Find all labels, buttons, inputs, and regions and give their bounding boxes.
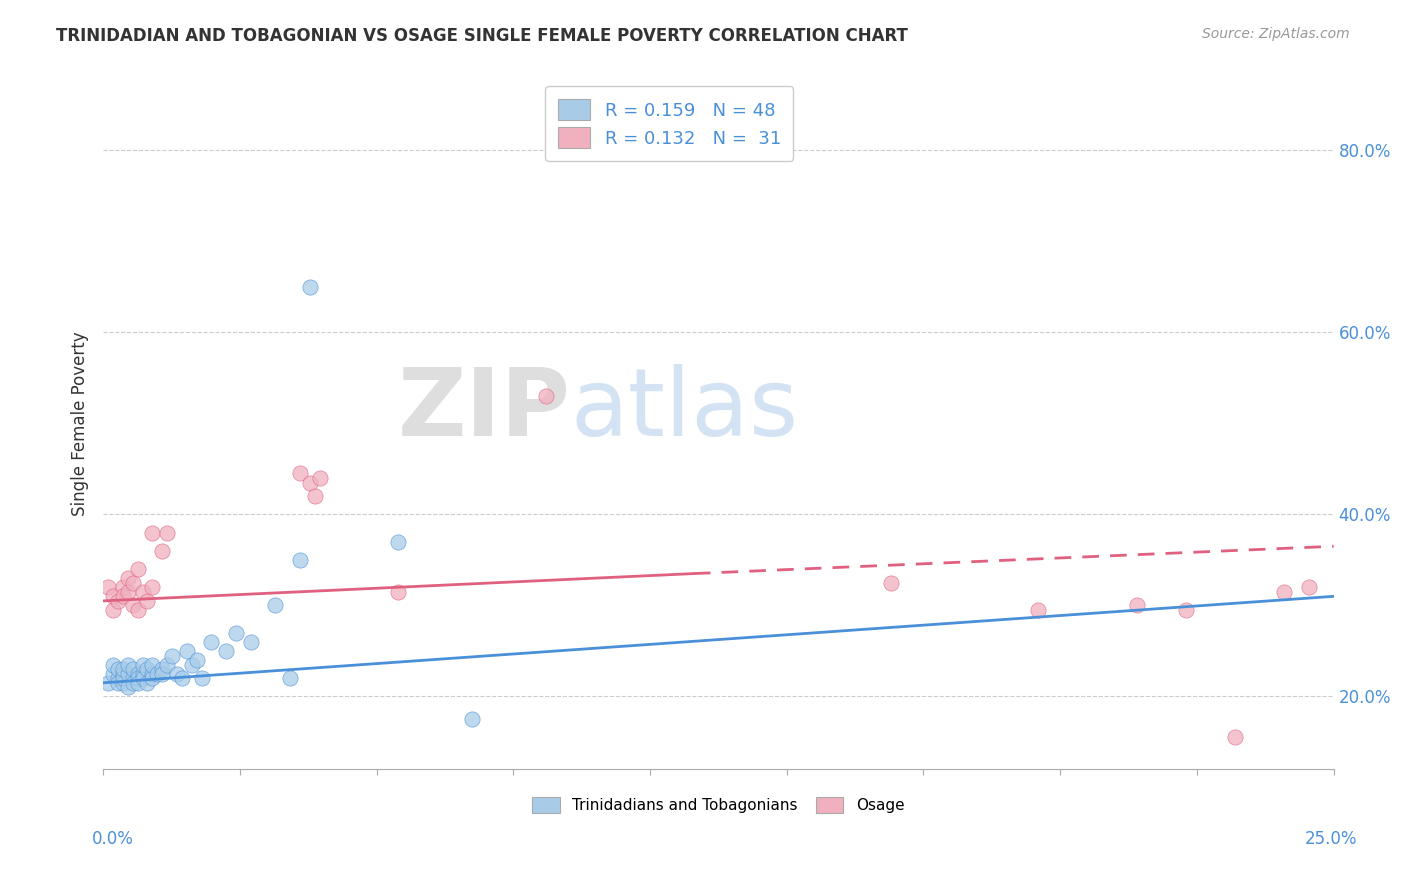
Point: [150, 544, 173, 558]
Point: [264, 599, 287, 613]
Point: [121, 599, 143, 613]
Point: [461, 712, 484, 726]
Point: [308, 471, 330, 485]
Point: [141, 657, 163, 672]
Point: [117, 681, 139, 695]
Point: [150, 666, 173, 681]
Point: [107, 675, 129, 690]
Point: [101, 657, 124, 672]
Point: [190, 671, 212, 685]
Point: [879, 575, 901, 590]
Point: [107, 671, 129, 685]
Point: [117, 584, 139, 599]
Point: [121, 575, 143, 590]
Point: [170, 671, 193, 685]
Point: [107, 594, 129, 608]
Point: [166, 666, 188, 681]
Point: [1274, 584, 1296, 599]
Point: [111, 671, 134, 685]
Point: [1225, 731, 1247, 745]
Legend: Trinidadians and Tobagonians, Osage: Trinidadians and Tobagonians, Osage: [522, 787, 915, 824]
Point: [127, 666, 149, 681]
Point: [131, 671, 153, 685]
Point: [117, 571, 139, 585]
Point: [136, 675, 159, 690]
Point: [239, 635, 262, 649]
Point: [160, 648, 183, 663]
Point: [176, 644, 198, 658]
Point: [1126, 599, 1149, 613]
Point: [141, 671, 163, 685]
Point: [304, 489, 326, 503]
Point: [136, 594, 159, 608]
Point: [186, 653, 208, 667]
Point: [107, 662, 129, 676]
Point: [288, 467, 311, 481]
Point: [127, 671, 149, 685]
Y-axis label: Single Female Poverty: Single Female Poverty: [72, 331, 89, 516]
Point: [141, 580, 163, 594]
Point: [131, 584, 153, 599]
Point: [131, 657, 153, 672]
Point: [387, 534, 409, 549]
Point: [127, 675, 149, 690]
Point: [288, 553, 311, 567]
Text: Source: ZipAtlas.com: Source: ZipAtlas.com: [1202, 27, 1350, 41]
Point: [156, 525, 179, 540]
Point: [131, 666, 153, 681]
Point: [121, 671, 143, 685]
Point: [180, 657, 202, 672]
Point: [117, 657, 139, 672]
Text: atlas: atlas: [571, 364, 799, 456]
Point: [225, 625, 247, 640]
Text: 0.0%: 0.0%: [91, 830, 134, 847]
Point: [136, 662, 159, 676]
Text: 25.0%: 25.0%: [1305, 830, 1357, 847]
Point: [127, 562, 149, 576]
Point: [534, 389, 557, 403]
Point: [1175, 603, 1198, 617]
Point: [101, 603, 124, 617]
Point: [127, 603, 149, 617]
Point: [1026, 603, 1049, 617]
Point: [111, 666, 134, 681]
Point: [1298, 580, 1320, 594]
Point: [101, 590, 124, 604]
Point: [200, 635, 222, 649]
Point: [150, 662, 173, 676]
Point: [215, 644, 238, 658]
Point: [298, 280, 321, 294]
Point: [141, 525, 163, 540]
Point: [111, 675, 134, 690]
Point: [97, 580, 120, 594]
Text: ZIP: ZIP: [398, 364, 571, 456]
Point: [298, 475, 321, 490]
Point: [121, 662, 143, 676]
Point: [111, 662, 134, 676]
Point: [101, 666, 124, 681]
Text: TRINIDADIAN AND TOBAGONIAN VS OSAGE SINGLE FEMALE POVERTY CORRELATION CHART: TRINIDADIAN AND TOBAGONIAN VS OSAGE SING…: [56, 27, 908, 45]
Point: [156, 657, 179, 672]
Point: [117, 666, 139, 681]
Point: [278, 671, 301, 685]
Point: [121, 675, 143, 690]
Point: [387, 584, 409, 599]
Point: [111, 590, 134, 604]
Point: [97, 675, 120, 690]
Point: [141, 666, 163, 681]
Point: [146, 666, 169, 681]
Point: [111, 580, 134, 594]
